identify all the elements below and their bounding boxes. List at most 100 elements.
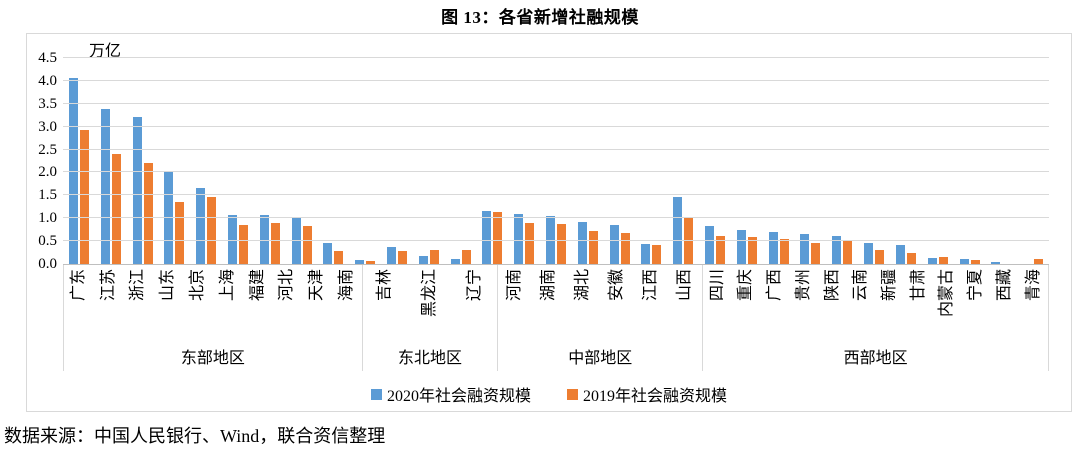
- province-label-cell: 浙江: [124, 265, 154, 341]
- y-axis-tick-label: 1.0: [38, 210, 57, 227]
- province-label: 海南: [337, 269, 355, 302]
- bar: [68, 77, 78, 264]
- province-label: 河南: [506, 269, 524, 302]
- province-label: 福建: [248, 269, 266, 302]
- bar-pair: [572, 58, 604, 264]
- bar: [864, 242, 874, 264]
- bar: [652, 245, 662, 264]
- bar-pair: [508, 58, 540, 264]
- province-label-cell: 辽宁: [452, 265, 497, 341]
- gridline: [63, 79, 1049, 81]
- province-label: 江苏: [99, 269, 117, 302]
- bar: [334, 250, 344, 264]
- province-label: 云南: [852, 269, 870, 302]
- bar-pair: [476, 58, 508, 264]
- bar: [397, 251, 407, 264]
- region-block: 河南 湖南 湖北 安徽 江西 山西中部地区: [498, 265, 704, 371]
- bar-pair: [922, 58, 954, 264]
- legend-swatch: [370, 388, 382, 400]
- bar: [100, 109, 110, 264]
- province-label: 甘肃: [909, 269, 927, 302]
- gridline: [63, 102, 1049, 104]
- province-label-cell: 四川: [703, 265, 732, 341]
- region-block: 吉林 黑龙江 辽宁 东北地区: [363, 265, 499, 371]
- bar: [132, 116, 142, 264]
- province-label: 西藏: [995, 269, 1013, 302]
- province-label: 河北: [278, 269, 296, 302]
- bar: [811, 242, 821, 264]
- province-labels-row: 吉林 黑龙江 辽宁: [363, 265, 497, 341]
- province-label-cell: 山西: [668, 265, 702, 341]
- bar-pair: [667, 58, 699, 264]
- gridline: [63, 125, 1049, 127]
- bar: [641, 243, 651, 264]
- bar-pair: [731, 58, 763, 264]
- bar: [716, 235, 726, 264]
- bar: [493, 212, 503, 264]
- province-label-cell: 上海: [213, 265, 243, 341]
- bar-pair: [954, 58, 986, 264]
- province-labels-row: 广东 江苏 浙江 山东 北京 上海 福建 河北 天津 海南: [64, 265, 362, 341]
- bar-pair: [286, 58, 318, 264]
- province-label-cell: 湖北: [566, 265, 600, 341]
- chart-title: 图 13：各省新增社融规模: [441, 8, 639, 27]
- province-label-cell: 海南: [332, 265, 362, 341]
- province-label: 浙江: [129, 269, 147, 302]
- province-label: 黑龙江: [420, 269, 438, 318]
- province-label-cell: 湖南: [532, 265, 566, 341]
- bar: [429, 249, 439, 264]
- province-label: 天津: [308, 269, 326, 302]
- bar: [111, 154, 121, 264]
- province-label: 江西: [642, 269, 660, 302]
- bar: [895, 245, 905, 264]
- province-label-cell: 江苏: [94, 265, 124, 341]
- legend-swatch: [567, 388, 578, 400]
- province-labels-row: 河南 湖南 湖北 安徽 江西 山西: [498, 265, 702, 341]
- bar: [143, 163, 153, 264]
- bar: [970, 260, 980, 264]
- province-label: 陕西: [823, 269, 841, 302]
- bar: [577, 221, 587, 264]
- gridline: [63, 57, 1049, 58]
- region-name: 东北地区: [397, 350, 462, 367]
- bar: [270, 222, 280, 264]
- bar: [525, 223, 535, 264]
- bar-pair: [95, 58, 127, 264]
- province-label-cell: 贵州: [790, 265, 819, 341]
- province-label: 湖南: [540, 269, 558, 302]
- y-axis-tick-label: 3.5: [38, 95, 57, 112]
- bar: [906, 252, 916, 264]
- bar-pair: [795, 58, 827, 264]
- bar: [843, 240, 853, 264]
- province-label: 广东: [69, 269, 87, 302]
- province-label-cell: 安徽: [600, 265, 634, 341]
- bar: [323, 242, 333, 264]
- province-label: 辽宁: [465, 269, 483, 302]
- legend-item: 2019年社会融资规模: [567, 382, 727, 406]
- bar: [938, 257, 948, 264]
- plot-area: 万亿 4.5 4.0 3.5 3.0 2.5 2.0 1.5 1.0 0.5 0.0: [38, 43, 1049, 272]
- region-block: 广东 江苏 浙江 山东 北京 上海 福建 河北 天津 海南东部地区: [63, 265, 363, 371]
- bar: [609, 225, 619, 264]
- source-note: 数据来源：中国人民银行、Wind，联合资信整理: [4, 426, 386, 446]
- province-label-cell: 青海: [1019, 265, 1048, 341]
- province-label-cell: 黑龙江: [408, 265, 453, 341]
- province-label-cell: 广西: [761, 265, 790, 341]
- bar-pair: [890, 58, 922, 264]
- bar: [79, 129, 89, 264]
- bar: [450, 258, 460, 264]
- region-name: 中部地区: [568, 350, 633, 367]
- region-name: 东部地区: [180, 350, 245, 367]
- bar-pair: [1017, 58, 1049, 264]
- province-label: 宁夏: [967, 269, 985, 302]
- bar: [461, 250, 471, 264]
- province-label: 山西: [676, 269, 694, 302]
- bar: [302, 226, 312, 264]
- province-label-cell: 甘肃: [904, 265, 933, 341]
- region-bar-group: [381, 58, 476, 264]
- bar-pair: [127, 58, 159, 264]
- province-label-cell: 宁夏: [962, 265, 991, 341]
- y-axis-tick-label: 3.0: [38, 118, 57, 135]
- province-label: 新疆: [881, 269, 899, 302]
